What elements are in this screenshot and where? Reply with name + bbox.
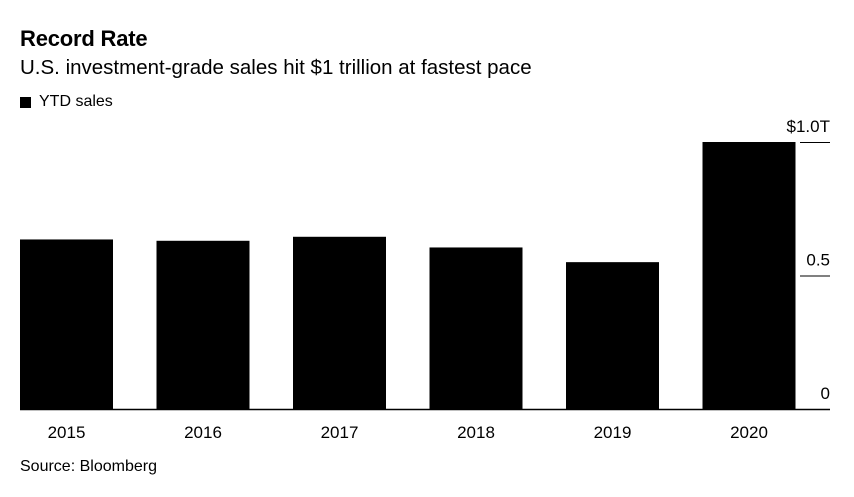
- y-tick-label-0: 0: [821, 384, 830, 403]
- y-tick-label-0.5: 0.5: [806, 251, 830, 270]
- bar-2016: [156, 240, 250, 409]
- bar-2019: [566, 262, 659, 409]
- chart-subtitle: U.S. investment-grade sales hit $1 trill…: [20, 56, 532, 79]
- x-tick-label-2015: 2015: [48, 423, 86, 442]
- x-tick-label-2020: 2020: [730, 423, 768, 442]
- bar-2018: [429, 247, 523, 409]
- bar-2020: [702, 142, 796, 409]
- y-tick-label-$1.0T: $1.0T: [787, 117, 830, 136]
- legend-label: YTD sales: [39, 93, 113, 110]
- x-tick-label-2018: 2018: [457, 423, 495, 442]
- x-tick-label-2017: 2017: [321, 423, 359, 442]
- x-tick-label-2016: 2016: [184, 423, 222, 442]
- legend-swatch: [20, 96, 31, 108]
- bar-2015: [20, 239, 113, 409]
- chart-title: Record Rate: [20, 26, 148, 51]
- legend: YTD sales: [20, 93, 113, 111]
- x-tick-label-2019: 2019: [594, 423, 632, 442]
- source-note: Source: Bloomberg: [20, 458, 157, 475]
- bar-2017: [293, 236, 386, 409]
